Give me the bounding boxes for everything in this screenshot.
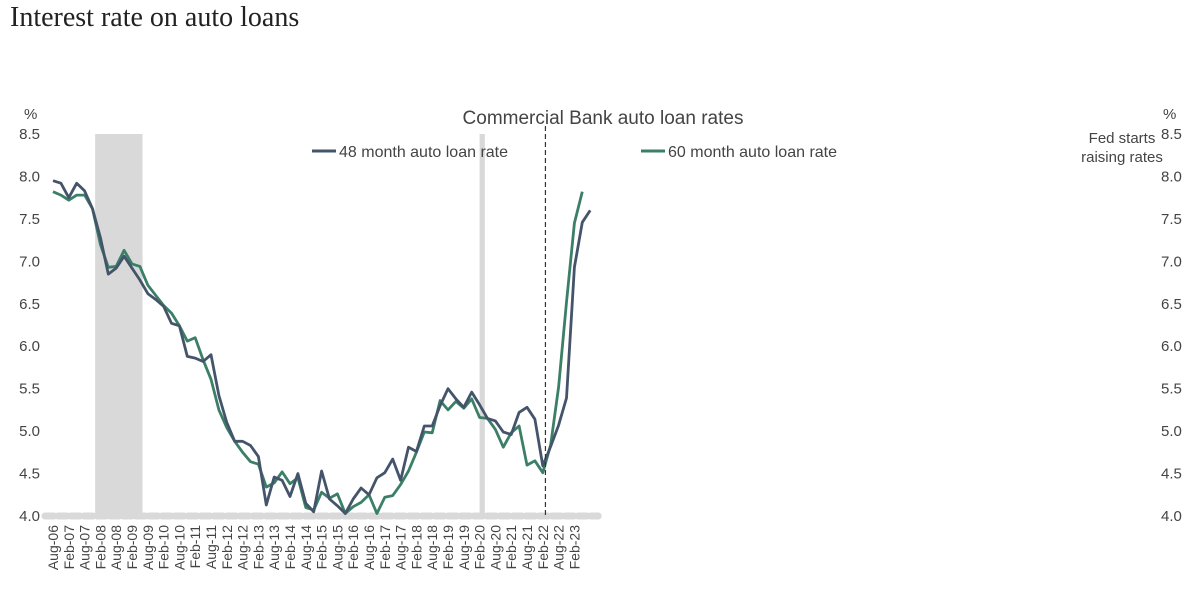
axis-layer: 4.0 4.0 4.5 4.5 5.0 5.0 5.5 5.5 6.0 6.0 6.5 6.5 7.0 7… [19,126,1182,570]
x-tick-label: Aug-17 [393,525,409,570]
legend: 48 month auto loan rate 60 month auto lo… [312,144,837,161]
y-tick-label-left: 5.5 [19,381,40,398]
recession-shading-layer [95,134,485,516]
x-tick-label: Feb-08 [92,525,108,570]
y-tick-label-right: 6.5 [1161,296,1182,313]
y-tick-label-left: 6.0 [19,338,40,355]
y-axis-label-right: % [1163,106,1176,123]
recession-band-2 [479,134,485,516]
x-tick-label: Feb-22 [535,525,551,570]
y-tick-label-right: 7.5 [1161,211,1182,228]
x-tick-label: Aug-13 [266,525,282,570]
x-tick-label: Feb-09 [124,525,140,570]
x-tick-label: Aug-09 [140,525,156,570]
y-tick-label-left: 6.5 [19,296,40,313]
x-tick-label: Feb-18 [408,525,424,570]
y-tick-label-right: 6.0 [1161,338,1182,355]
series-line-60-month [52,190,584,515]
x-tick-label: Aug-10 [171,525,187,570]
x-tick-label: Aug-12 [235,525,251,570]
fed-hike-annotation-text: Fed starts [1089,130,1156,147]
x-tick-label: Feb-13 [250,525,266,570]
x-tick-label: Feb-15 [314,525,330,570]
x-tick-label: Aug-18 [424,525,440,570]
x-tick-label: Aug-08 [108,525,124,570]
y-tick-label-right: 8.0 [1161,168,1182,185]
x-tick-label: Feb-16 [345,525,361,570]
x-tick-label: Feb-11 [187,525,203,569]
x-tick-label: Aug-14 [298,525,314,570]
x-tick-label: Feb-17 [377,525,393,570]
x-tick-label: Feb-10 [156,525,172,570]
x-tick-label: Aug-21 [519,525,535,570]
x-tick-label: Feb-07 [61,525,77,570]
recession-band-1 [95,134,143,516]
x-tick-label: Aug-16 [361,525,377,570]
y-tick-label-left: 4.5 [19,466,40,483]
x-tick-label: Aug-07 [77,525,93,570]
y-tick-label-left: 8.0 [19,168,40,185]
legend-label-60-month: 60 month auto loan rate [668,144,837,161]
x-tick-label: Aug-15 [329,525,345,570]
x-tick-label: Aug-06 [45,525,61,570]
page-title: Interest rate on auto loans [10,2,300,33]
chart-title: Commercial Bank auto loan rates [463,108,744,129]
fed-hike-annotation-text: raising rates [1081,149,1163,166]
x-tick-label: Feb-12 [219,525,235,570]
y-tick-label-left: 5.0 [19,423,40,440]
x-tick-label: Aug-20 [487,525,503,570]
y-tick-label-left: 7.5 [19,211,40,228]
x-tick-label: Feb-21 [503,525,519,570]
y-tick-label-right: 7.0 [1161,253,1182,270]
x-tick-label: Feb-19 [440,525,456,570]
annotation-layer: Fed starts raising rates [544,126,1163,516]
y-tick-label-right: 5.5 [1161,381,1182,398]
x-tick-label: Feb-23 [566,525,582,570]
x-tick-label: Aug-11 [203,525,219,569]
y-tick-label-right: 4.0 [1161,508,1182,525]
series-line-48-month [52,179,592,515]
x-tick-label: Aug-22 [551,525,567,570]
y-tick-label-left: 8.5 [19,126,40,143]
x-tick-label: Feb-20 [472,525,488,570]
legend-label-48-month: 48 month auto loan rate [339,144,508,161]
series-layer [52,179,592,515]
x-tick-label: Aug-19 [456,525,472,570]
y-tick-label-right: 8.5 [1161,126,1182,143]
y-tick-label-left: 7.0 [19,253,40,270]
x-tick-label: Feb-14 [282,525,298,570]
y-tick-label-right: 4.5 [1161,466,1182,483]
y-tick-label-right: 5.0 [1161,423,1182,440]
y-tick-label-left: 4.0 [19,508,40,525]
y-axis-label-left: % [24,106,37,123]
